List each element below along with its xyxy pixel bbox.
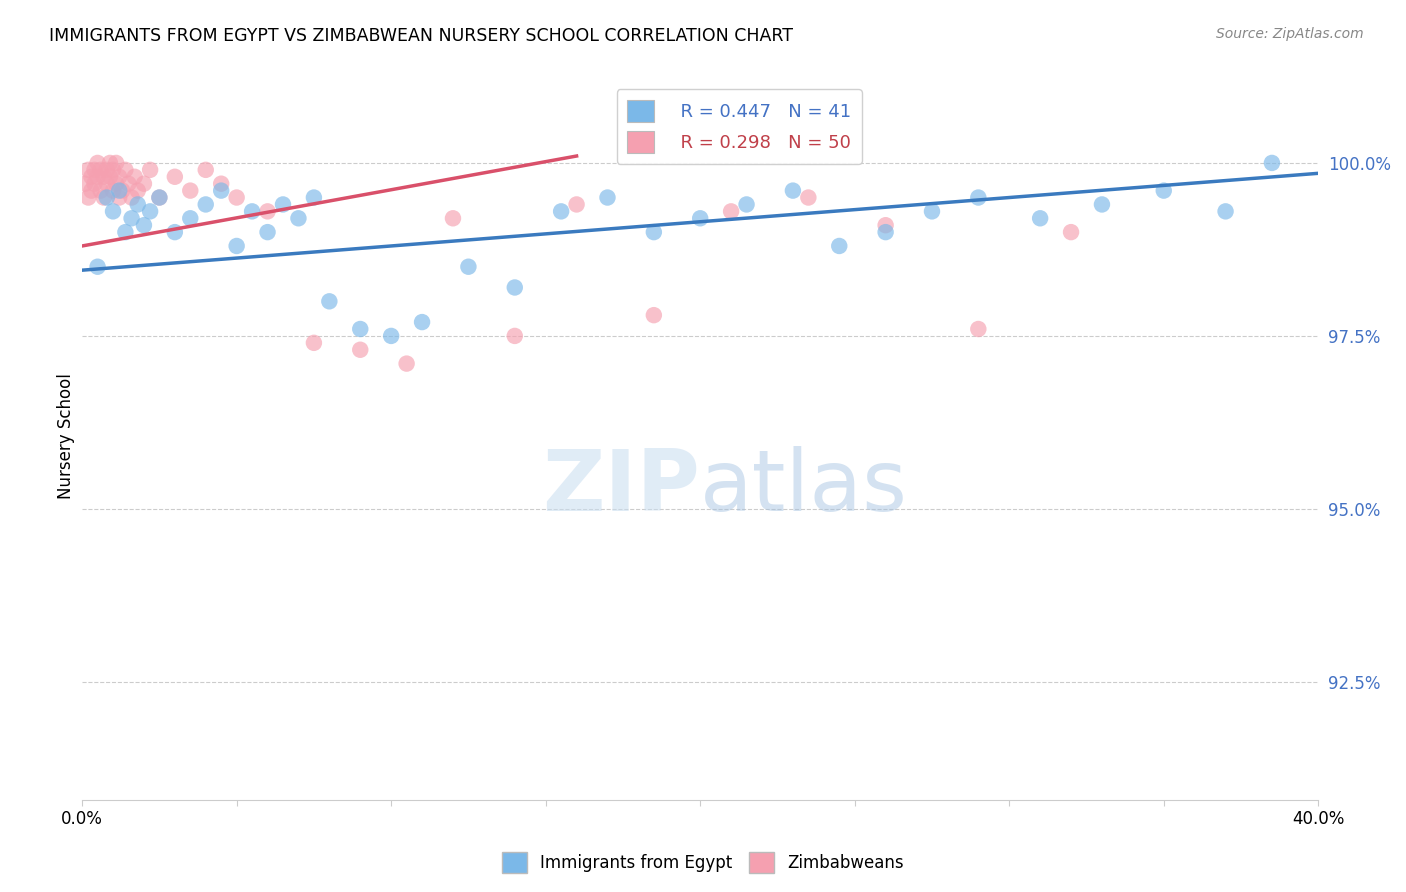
Point: [287, 211, 309, 226]
Point: [921, 204, 943, 219]
Point: [139, 162, 162, 177]
Text: ZIP: ZIP: [543, 446, 700, 529]
Point: [967, 190, 990, 204]
Point: [643, 225, 665, 239]
Point: [349, 322, 371, 336]
Text: IMMIGRANTS FROM EGYPT VS ZIMBABWEAN NURSERY SCHOOL CORRELATION CHART: IMMIGRANTS FROM EGYPT VS ZIMBABWEAN NURS…: [49, 27, 793, 45]
Point: [441, 211, 464, 226]
Point: [194, 162, 217, 177]
Point: [179, 211, 201, 226]
Point: [121, 190, 143, 204]
Point: [117, 177, 139, 191]
Point: [240, 204, 263, 219]
Point: [108, 184, 131, 198]
Y-axis label: Nursery School: Nursery School: [58, 374, 75, 500]
Point: [797, 190, 820, 204]
Point: [209, 184, 232, 198]
Point: [720, 204, 742, 219]
Point: [565, 197, 588, 211]
Point: [96, 177, 118, 191]
Legend: Immigrants from Egypt, Zimbabweans: Immigrants from Egypt, Zimbabweans: [495, 846, 911, 880]
Point: [411, 315, 433, 329]
Point: [121, 211, 143, 226]
Point: [163, 169, 186, 184]
Point: [1153, 184, 1175, 198]
Point: [83, 162, 105, 177]
Point: [1060, 225, 1083, 239]
Point: [194, 197, 217, 211]
Point: [1261, 156, 1284, 170]
Point: [503, 329, 526, 343]
Point: [643, 308, 665, 322]
Point: [225, 190, 247, 204]
Point: [225, 239, 247, 253]
Point: [127, 184, 149, 198]
Point: [77, 190, 100, 204]
Point: [105, 177, 128, 191]
Point: [127, 197, 149, 211]
Point: [90, 184, 112, 198]
Point: [875, 225, 897, 239]
Point: [98, 156, 121, 170]
Point: [93, 190, 115, 204]
Point: [875, 218, 897, 232]
Point: [108, 169, 131, 184]
Point: [302, 335, 325, 350]
Point: [256, 225, 278, 239]
Point: [318, 294, 340, 309]
Point: [114, 162, 136, 177]
Point: [114, 225, 136, 239]
Point: [101, 184, 124, 198]
Point: [395, 357, 418, 371]
Point: [86, 169, 108, 184]
Point: [108, 190, 131, 204]
Point: [503, 280, 526, 294]
Point: [90, 162, 112, 177]
Point: [782, 184, 804, 198]
Text: atlas: atlas: [700, 446, 908, 529]
Point: [105, 156, 128, 170]
Point: [83, 177, 105, 191]
Point: [96, 190, 118, 204]
Point: [1215, 204, 1237, 219]
Point: [148, 190, 170, 204]
Point: [86, 156, 108, 170]
Point: [457, 260, 479, 274]
Point: [98, 169, 121, 184]
Point: [1029, 211, 1052, 226]
Point: [75, 177, 97, 191]
Point: [139, 204, 162, 219]
Point: [163, 225, 186, 239]
Point: [349, 343, 371, 357]
Point: [96, 162, 118, 177]
Point: [828, 239, 851, 253]
Point: [93, 169, 115, 184]
Point: [209, 177, 232, 191]
Legend:   R = 0.447   N = 41,   R = 0.298   N = 50: R = 0.447 N = 41, R = 0.298 N = 50: [616, 89, 862, 164]
Point: [124, 169, 146, 184]
Point: [380, 329, 402, 343]
Point: [550, 204, 572, 219]
Point: [179, 184, 201, 198]
Point: [132, 218, 155, 232]
Point: [302, 190, 325, 204]
Point: [1091, 197, 1114, 211]
Point: [86, 260, 108, 274]
Point: [967, 322, 990, 336]
Point: [689, 211, 711, 226]
Text: Source: ZipAtlas.com: Source: ZipAtlas.com: [1216, 27, 1364, 41]
Point: [148, 190, 170, 204]
Point: [80, 169, 103, 184]
Point: [101, 204, 124, 219]
Point: [735, 197, 758, 211]
Point: [271, 197, 294, 211]
Point: [132, 177, 155, 191]
Point: [101, 162, 124, 177]
Point: [77, 162, 100, 177]
Point: [256, 204, 278, 219]
Point: [80, 184, 103, 198]
Point: [596, 190, 619, 204]
Point: [111, 184, 134, 198]
